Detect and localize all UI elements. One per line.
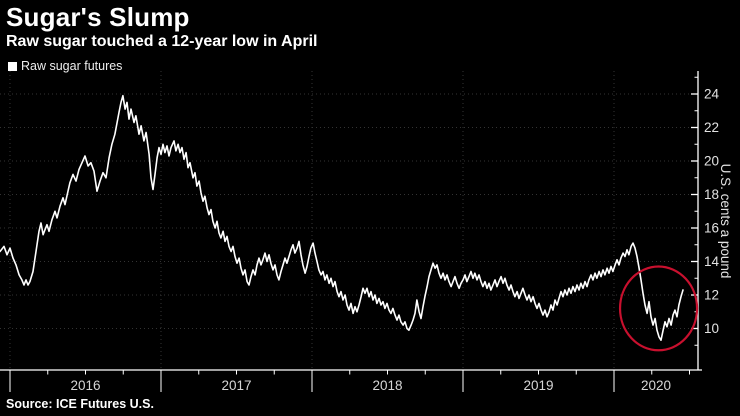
source-credit: Source: ICE Futures U.S. xyxy=(6,397,154,411)
x-tick-label: 2019 xyxy=(523,378,553,393)
y-tick-label: 10 xyxy=(704,321,719,336)
chart-subtitle: Raw sugar touched a 12-year low in April xyxy=(6,33,318,50)
y-tick-label: 16 xyxy=(704,221,719,236)
legend-swatch-icon xyxy=(8,61,17,71)
price-line xyxy=(0,94,684,341)
april-low-highlight-circle xyxy=(618,265,699,352)
y-tick-label: 12 xyxy=(704,288,719,303)
y-tick-label: 22 xyxy=(704,120,719,135)
y-tick-label: 20 xyxy=(704,154,719,169)
x-tick-label: 2016 xyxy=(70,378,100,393)
y-tick-label: 18 xyxy=(704,187,719,202)
y-tick-label: 24 xyxy=(704,87,720,102)
x-tick-label: 2017 xyxy=(221,378,251,393)
y-tick-label: 14 xyxy=(704,254,720,269)
x-tick-label: 2020 xyxy=(641,378,671,393)
y-axis-title: U.S. cents a pound xyxy=(718,164,733,279)
legend-label: Raw sugar futures xyxy=(21,59,123,73)
chart-title: Sugar's Slump xyxy=(6,2,190,32)
legend: Raw sugar futures xyxy=(8,59,122,73)
x-tick-label: 2018 xyxy=(372,378,402,393)
